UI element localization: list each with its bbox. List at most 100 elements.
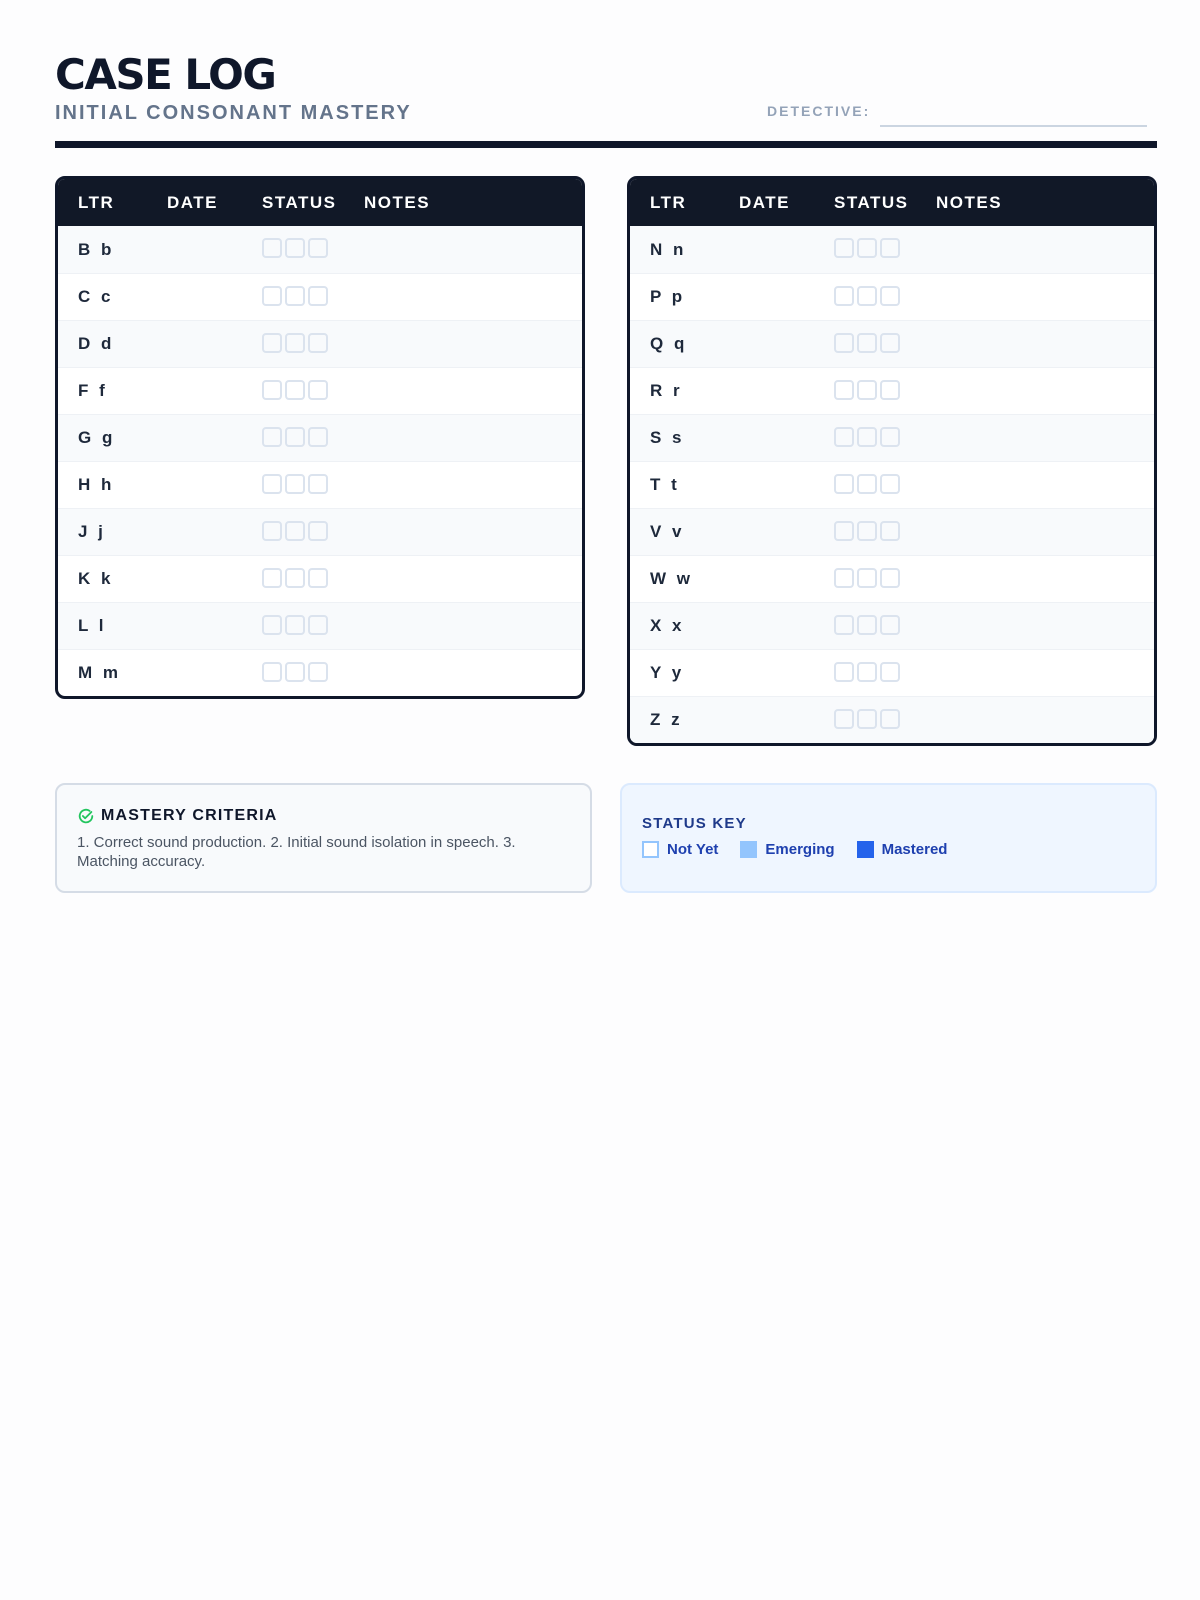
status-checkbox[interactable] [285, 238, 305, 258]
status-checkbox[interactable] [262, 474, 282, 494]
status-checkbox[interactable] [262, 380, 282, 400]
status-checkbox[interactable] [857, 427, 877, 447]
letter-pair: J j [78, 522, 106, 541]
status-boxes [834, 709, 900, 729]
not-yet-swatch [642, 841, 659, 858]
status-checkbox[interactable] [880, 568, 900, 588]
status-checkbox[interactable] [880, 286, 900, 306]
status-checkbox[interactable] [285, 615, 305, 635]
status-checkbox[interactable] [857, 380, 877, 400]
status-checkbox[interactable] [308, 333, 328, 353]
status-checkbox[interactable] [308, 427, 328, 447]
status-checkbox[interactable] [834, 568, 854, 588]
status-checkbox[interactable] [834, 286, 854, 306]
letter-pair: L l [78, 616, 107, 635]
status-checkbox[interactable] [834, 709, 854, 729]
status-boxes [262, 662, 328, 682]
letter-pair: Z z [650, 710, 683, 729]
status-checkbox[interactable] [285, 662, 305, 682]
status-checkbox[interactable] [262, 333, 282, 353]
status-checkbox[interactable] [857, 521, 877, 541]
status-checkbox[interactable] [285, 427, 305, 447]
table-header: LTR DATE STATUS NOTES [630, 179, 1154, 226]
status-checkbox[interactable] [880, 333, 900, 353]
table-row: R r [630, 367, 1154, 414]
status-checkbox[interactable] [834, 521, 854, 541]
status-key-panel: STATUS KEY Not Yet Emerging Mastered [620, 783, 1157, 893]
status-checkbox[interactable] [262, 238, 282, 258]
status-checkbox[interactable] [857, 709, 877, 729]
status-checkbox[interactable] [308, 286, 328, 306]
letter-pair: F f [78, 381, 108, 400]
status-checkbox[interactable] [262, 521, 282, 541]
status-checkbox[interactable] [880, 521, 900, 541]
status-checkbox[interactable] [262, 427, 282, 447]
detective-field[interactable] [880, 125, 1147, 127]
status-checkbox[interactable] [262, 662, 282, 682]
status-checkbox[interactable] [834, 238, 854, 258]
status-checkbox[interactable] [857, 474, 877, 494]
column-header-notes: NOTES [936, 192, 1003, 212]
status-checkbox[interactable] [308, 521, 328, 541]
status-checkbox[interactable] [834, 333, 854, 353]
status-checkbox[interactable] [285, 380, 305, 400]
status-boxes [834, 615, 900, 635]
status-checkbox[interactable] [880, 474, 900, 494]
status-checkbox[interactable] [308, 615, 328, 635]
legend-item-emerging: Emerging [740, 841, 835, 858]
legend-item-mastered: Mastered [856, 841, 947, 858]
status-boxes [262, 615, 328, 635]
column-header-status: STATUS [262, 192, 337, 212]
letter-pair: S s [650, 428, 685, 447]
status-checkbox[interactable] [857, 568, 877, 588]
status-checkbox[interactable] [285, 568, 305, 588]
table-row: T t [630, 461, 1154, 508]
status-checkbox[interactable] [857, 662, 877, 682]
status-checkbox[interactable] [308, 662, 328, 682]
status-checkbox[interactable] [262, 286, 282, 306]
legend-item-not-yet: Not Yet [642, 841, 718, 858]
table-header: LTR DATE STATUS NOTES [58, 179, 582, 226]
status-checkbox[interactable] [285, 333, 305, 353]
consonant-table-left: LTR DATE STATUS NOTES B b C c D d [55, 176, 585, 699]
letter-pair: K k [78, 569, 114, 588]
status-checkbox[interactable] [308, 380, 328, 400]
status-checkbox[interactable] [262, 615, 282, 635]
status-checkbox[interactable] [880, 615, 900, 635]
status-boxes [262, 474, 328, 494]
status-checkbox[interactable] [834, 474, 854, 494]
table-row: C c [58, 273, 582, 320]
status-checkbox[interactable] [857, 615, 877, 635]
status-checkbox[interactable] [834, 380, 854, 400]
status-checkbox[interactable] [308, 238, 328, 258]
column-header-status: STATUS [834, 192, 909, 212]
status-checkbox[interactable] [857, 286, 877, 306]
status-checkbox[interactable] [285, 286, 305, 306]
status-checkbox[interactable] [880, 238, 900, 258]
status-checkbox[interactable] [834, 662, 854, 682]
status-checkbox[interactable] [880, 380, 900, 400]
letter-pair: H h [78, 475, 115, 494]
status-checkbox[interactable] [834, 615, 854, 635]
status-checkbox[interactable] [880, 427, 900, 447]
status-checkbox[interactable] [834, 427, 854, 447]
status-checkbox[interactable] [285, 474, 305, 494]
status-checkbox[interactable] [262, 568, 282, 588]
check-circle-icon [78, 808, 94, 824]
status-checkbox[interactable] [285, 521, 305, 541]
status-checkbox[interactable] [880, 709, 900, 729]
status-boxes [262, 333, 328, 353]
table-row: L l [58, 602, 582, 649]
criteria-text: 1. Correct sound production. 2. Initial … [77, 834, 516, 870]
status-boxes [262, 238, 328, 258]
status-checkbox[interactable] [880, 662, 900, 682]
status-checkbox[interactable] [857, 333, 877, 353]
status-checkbox[interactable] [308, 568, 328, 588]
status-checkbox[interactable] [857, 238, 877, 258]
status-checkbox[interactable] [308, 474, 328, 494]
mastered-swatch [856, 841, 874, 858]
table-row: H h [58, 461, 582, 508]
status-boxes [262, 521, 328, 541]
table-row: Y y [630, 649, 1154, 696]
table-row: B b [58, 226, 582, 273]
